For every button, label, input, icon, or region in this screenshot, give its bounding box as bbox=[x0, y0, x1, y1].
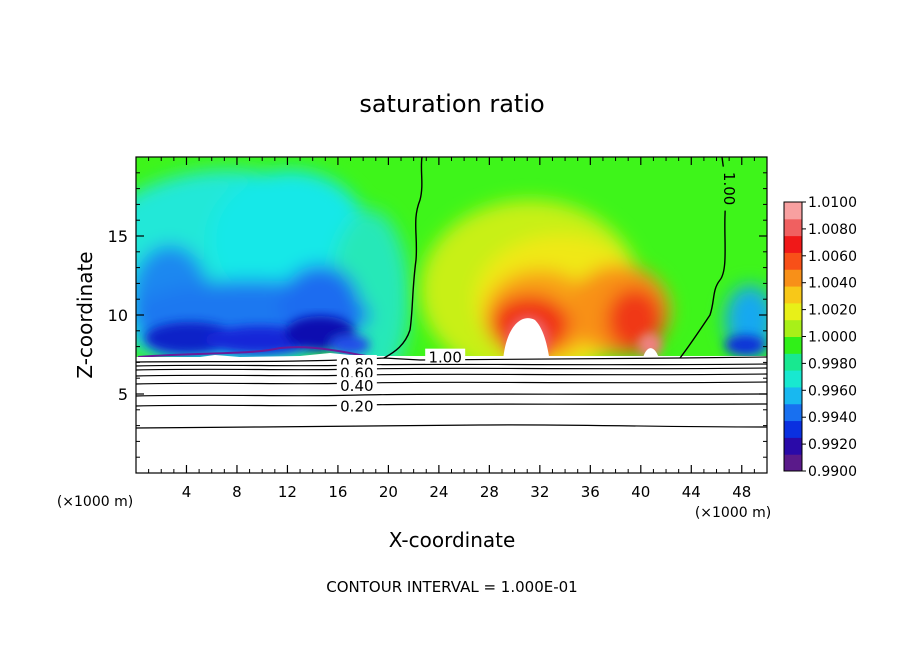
contour-label-text: 0.20 bbox=[340, 398, 373, 416]
colorbar-swatch bbox=[784, 319, 802, 337]
chart-title: saturation ratio bbox=[359, 90, 544, 118]
colorbar-label: 0.9960 bbox=[808, 383, 857, 399]
x-tick-label: 44 bbox=[682, 483, 701, 501]
x-axis: 4 8 12 16 20 24 28 32 36 40 44 48 bbox=[148, 157, 755, 501]
x-tick-label: 48 bbox=[732, 483, 751, 501]
x-tick-label: 20 bbox=[379, 483, 398, 501]
contour-label-text: 0.40 bbox=[340, 377, 373, 395]
x-axis-label: X-coordinate bbox=[389, 528, 516, 552]
colorbar-label: 1.0000 bbox=[808, 330, 857, 346]
x-tick-label: 8 bbox=[232, 483, 242, 501]
contour-interval-note: CONTOUR INTERVAL = 1.000E-01 bbox=[326, 578, 577, 596]
contour-label-layer: 1.001.000.800.600.400.20 bbox=[336, 166, 739, 416]
colorbar: 1.0100 1.0080 1.0060 1.0040 1.0020 1.0000 0.99… bbox=[783, 195, 857, 480]
colorbar-label: 0.9940 bbox=[808, 410, 857, 426]
colorbar-label: 1.0020 bbox=[808, 303, 857, 319]
colorbar-swatch bbox=[784, 370, 802, 388]
contour-label-bg bbox=[425, 348, 466, 364]
contour-label: 0.40 bbox=[336, 377, 377, 395]
y-tick-label: 15 bbox=[108, 227, 128, 246]
contour-label-bg bbox=[336, 377, 377, 393]
y-tick-label: 5 bbox=[118, 385, 128, 404]
y-unit-label: (×1000 m) bbox=[57, 494, 133, 510]
colorbar-label: 1.0060 bbox=[808, 249, 857, 265]
x-tick-label: 4 bbox=[182, 483, 192, 501]
contour-label: 0.20 bbox=[336, 397, 377, 416]
colorbar-swatch bbox=[784, 437, 802, 455]
y-tick-label: 10 bbox=[108, 306, 128, 325]
colorbar-swatch bbox=[784, 353, 802, 371]
colorbar-swatch bbox=[784, 202, 802, 220]
colorbar-swatch bbox=[784, 218, 802, 237]
colorbar-label: 0.9920 bbox=[808, 437, 857, 453]
colorbar-swatch bbox=[784, 269, 802, 287]
x-tick-label: 24 bbox=[429, 483, 448, 501]
colorbar-swatch bbox=[784, 252, 802, 270]
x-unit-label: (×1000 m) bbox=[695, 505, 771, 521]
x-tick-label: 40 bbox=[631, 483, 650, 501]
x-tick-label: 36 bbox=[581, 483, 600, 501]
colorbar-swatch bbox=[784, 336, 802, 354]
colorbar-label: 1.0100 bbox=[808, 195, 857, 211]
colorbar-swatch bbox=[784, 302, 802, 321]
x-tick-label: 28 bbox=[480, 483, 499, 501]
contour-label-text: 1.00 bbox=[428, 349, 461, 367]
x-tick-label: 32 bbox=[530, 483, 549, 501]
y-axis: 5 10 15 bbox=[108, 172, 767, 458]
contour-lines bbox=[136, 157, 767, 429]
contour-label-bg bbox=[336, 364, 377, 380]
colorbar-label: 1.0080 bbox=[808, 222, 857, 238]
contour-label-bg bbox=[336, 397, 377, 413]
contour-label-bg bbox=[720, 166, 739, 211]
colorbar-label: 0.9900 bbox=[808, 464, 857, 480]
contour-label: 1.00 bbox=[720, 166, 739, 211]
contour-label: 1.00 bbox=[425, 348, 466, 367]
colorbar-swatch bbox=[784, 286, 802, 304]
colorbar-swatch bbox=[784, 403, 802, 422]
x-tick-label: 12 bbox=[278, 483, 297, 501]
y-axis-label: Z-coordinate bbox=[73, 251, 97, 378]
colorbar-label: 0.9980 bbox=[808, 356, 857, 372]
colorbar-swatch bbox=[784, 454, 802, 472]
colorbar-swatch bbox=[784, 235, 802, 253]
contour-label-text: 1.00 bbox=[720, 172, 738, 205]
colorbar-swatch bbox=[784, 420, 802, 438]
x-tick-label: 16 bbox=[328, 483, 347, 501]
colorbar-label: 1.0040 bbox=[808, 276, 857, 292]
heatmap-field bbox=[136, 157, 767, 473]
colorbar-swatch bbox=[784, 386, 802, 405]
